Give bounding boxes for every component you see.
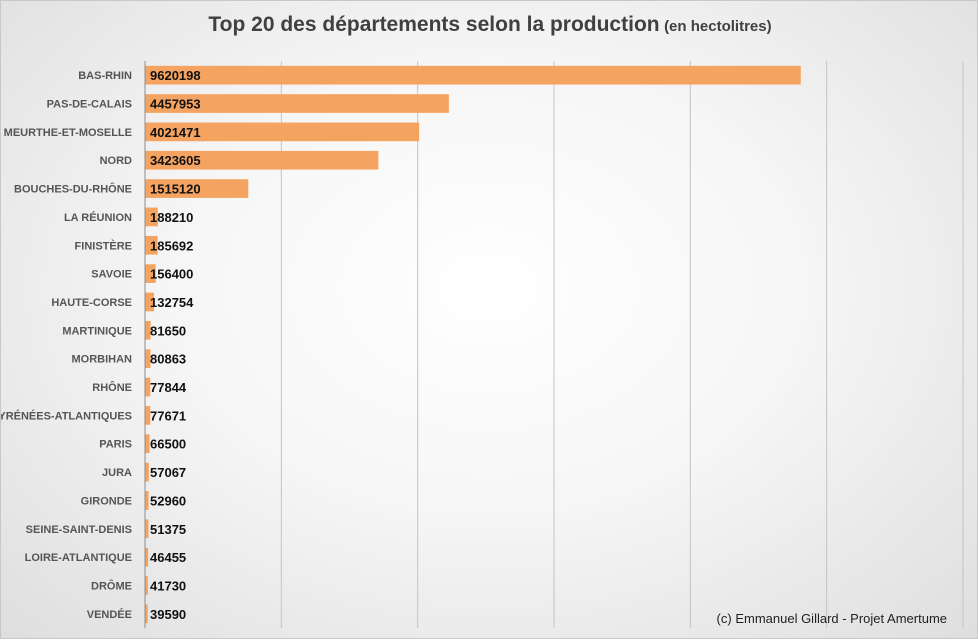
data-label: 1515120 — [150, 182, 201, 197]
category-label: HAUTE-CORSE — [51, 297, 132, 309]
bar — [145, 94, 449, 113]
category-label: FINISTÈRE — [75, 239, 132, 252]
category-label: PARIS — [99, 439, 132, 451]
category-label: BOUCHES-DU-RHÔNE — [14, 183, 132, 196]
bar — [145, 349, 151, 369]
data-label: 41730 — [150, 578, 186, 593]
category-label: PAS-DE-CALAIS — [47, 99, 132, 111]
category-label: LA RÉUNION — [64, 211, 132, 224]
credit-text: (c) Emmanuel Gillard - Projet Amertume — [716, 611, 947, 626]
data-label: 80863 — [150, 352, 186, 367]
bar — [145, 207, 158, 227]
data-label: 46455 — [150, 550, 186, 565]
category-label: MARTINIQUE — [62, 325, 132, 337]
data-label: 9620198 — [150, 68, 201, 83]
bar — [145, 576, 148, 595]
category-label: RHÔNE — [92, 381, 132, 394]
chart-title: Top 20 des départements selon la product… — [1, 13, 978, 37]
bar — [145, 462, 149, 482]
bar — [145, 320, 151, 340]
bar — [145, 264, 156, 283]
data-label: 77671 — [150, 408, 186, 423]
category-label: SEINE-SAINT-DENIS — [26, 524, 132, 536]
data-label: 132754 — [150, 295, 194, 310]
bar — [145, 547, 149, 567]
data-label: 51375 — [150, 522, 186, 537]
category-label: MEURTHE-ET-MOSELLE — [4, 127, 132, 139]
bar — [145, 519, 149, 539]
data-label: 52960 — [150, 493, 186, 508]
category-label: LOIRE-ATLANTIQUE — [25, 552, 132, 564]
bar — [145, 122, 420, 142]
data-label: 4021471 — [150, 125, 201, 140]
data-label: 66500 — [150, 437, 186, 452]
data-label: 57067 — [150, 465, 186, 480]
category-label: BAS-RHIN — [78, 70, 132, 82]
chart-title-main: Top 20 des départements selon la product… — [208, 13, 660, 36]
data-label: 4457953 — [150, 97, 201, 112]
bar — [145, 179, 249, 198]
category-label: DRÔME — [91, 579, 132, 592]
chart-subtitle: (en hectolitres) — [664, 18, 772, 35]
category-label: SAVOIE — [91, 269, 132, 281]
bar — [145, 406, 151, 425]
data-label: 3423605 — [150, 153, 201, 168]
category-label: VENDÉE — [87, 608, 132, 621]
category-label: JURA — [102, 467, 132, 479]
bar — [145, 491, 149, 510]
category-label: PYRÉNÉES-ATLANTIQUES — [1, 409, 132, 422]
bar — [145, 235, 158, 255]
data-label: 188210 — [150, 210, 193, 225]
bar — [145, 150, 379, 170]
category-label: MORBIHAN — [72, 354, 133, 366]
bar — [145, 604, 148, 624]
bar — [145, 434, 150, 454]
bar — [145, 292, 155, 312]
data-label: 156400 — [150, 267, 193, 282]
data-label: 185692 — [150, 238, 193, 253]
bar — [145, 65, 801, 85]
data-label: 77844 — [150, 380, 187, 395]
category-label: NORD — [100, 155, 132, 167]
data-label: 81650 — [150, 323, 186, 338]
data-label: 39590 — [150, 607, 186, 622]
bar — [145, 377, 151, 397]
category-label: GIRONDE — [81, 495, 132, 507]
